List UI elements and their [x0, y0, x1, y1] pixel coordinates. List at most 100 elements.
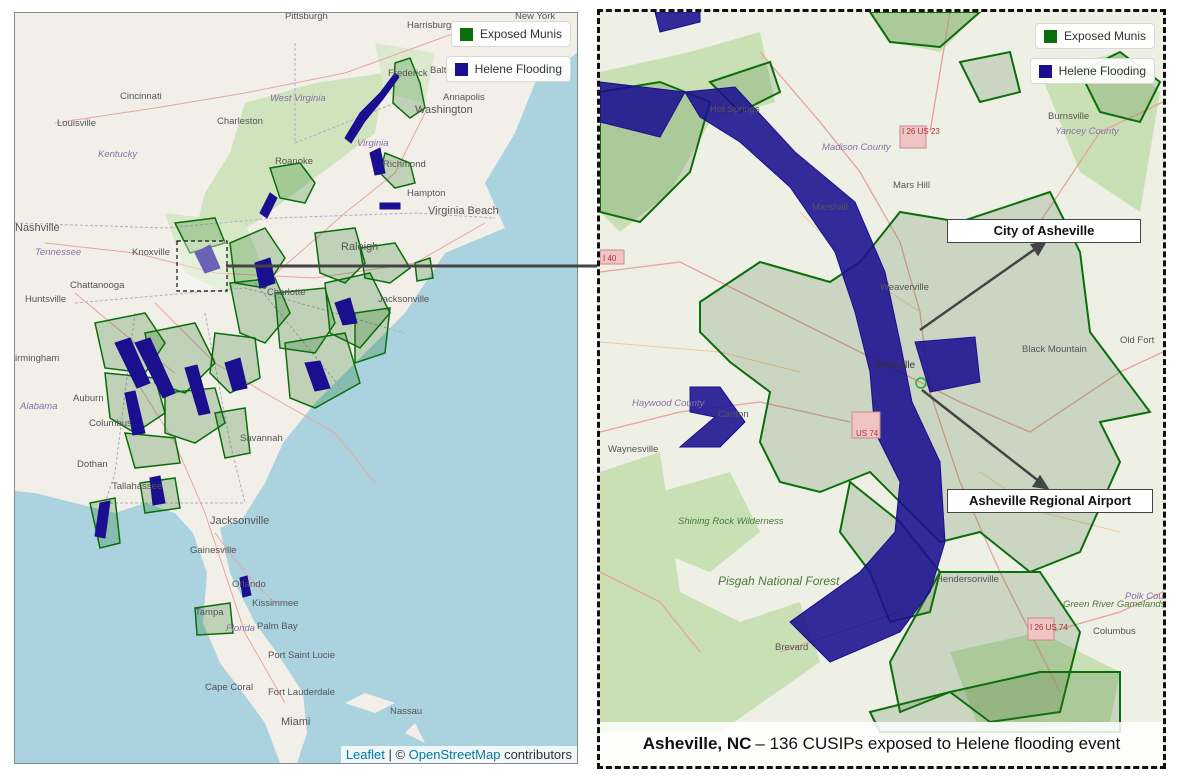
flood-zone[interactable] [194, 244, 221, 274]
flood-zone[interactable] [259, 192, 278, 219]
flood-zone[interactable] [334, 297, 358, 326]
asheville-selection-box[interactable] [176, 240, 228, 292]
flood-zone[interactable] [134, 337, 176, 399]
muni-polygon[interactable] [123, 432, 181, 469]
shield-i26-us23 [899, 125, 927, 149]
label-pittsburgh: Pittsburgh [285, 13, 328, 22]
forest-area [950, 632, 1120, 732]
flood-zone[interactable] [149, 475, 166, 506]
caption-description: – 136 CUSIPs exposed to Helene flooding … [755, 734, 1121, 753]
label-palm-bay: Palm Bay [257, 621, 298, 632]
label-baltimore: Baltim [430, 65, 456, 76]
muni-polygon[interactable] [269, 162, 316, 204]
label-black-mountain: Black Mountain [1022, 344, 1087, 355]
flood-zone[interactable] [379, 202, 401, 210]
label-us74: US 74 [856, 429, 879, 438]
label-pisgah: Pisgah National Forest [718, 574, 840, 588]
label-kissimmee: Kissimmee [252, 598, 298, 609]
label-louisville: Louisville [57, 118, 96, 129]
shield-us74 [851, 411, 881, 439]
overview-map-canvas: Pittsburgh Harrisburg New York Frederick… [15, 13, 577, 763]
label-brevard: Brevard [775, 642, 808, 653]
legend-exposed-munis: Exposed Munis [1034, 23, 1155, 49]
muni-polygon[interactable] [324, 272, 391, 349]
muni-polygon[interactable] [164, 387, 226, 444]
label-i26-us74: I 26 US 74 [1030, 623, 1068, 632]
label-fort-lauderdale: Fort Lauderdale [268, 687, 335, 698]
flood-zone[interactable] [114, 337, 151, 389]
airport-marker[interactable] [915, 377, 927, 389]
state-boundaries [15, 43, 496, 504]
city-arrow-head [1029, 240, 1048, 257]
muni-polygon[interactable] [414, 257, 434, 282]
flood-zone[interactable] [600, 81, 686, 138]
label-nassau: Nassau [390, 706, 422, 717]
legend-helene-flooding: Helene Flooding [445, 56, 571, 82]
label-knoxville: Knoxville [132, 247, 170, 258]
label-annapolis: Annapolis [443, 92, 485, 103]
attribution-separator: | © [384, 747, 409, 762]
city-arrow-line [919, 245, 1039, 332]
label-new-york: New York [515, 13, 555, 22]
asheville-detail-map[interactable]: Hot Springs Madison County I 26 US 23 Ma… [597, 9, 1166, 769]
label-florida: Florida [226, 623, 255, 634]
callout-arrows [919, 240, 1050, 490]
label-columbus: Columbus [89, 418, 132, 429]
muni-polygon[interactable] [354, 307, 391, 365]
place-labels: Hot Springs Madison County I 26 US 23 Ma… [603, 104, 1163, 653]
label-old-fort: Old Fort [1120, 335, 1155, 346]
muni-polygon[interactable] [214, 407, 251, 459]
label-hendersonville: Hendersonville [936, 574, 999, 585]
forest-area [600, 32, 775, 232]
land-mass [15, 13, 577, 763]
label-i40: I 40 [603, 254, 617, 263]
caption-location: Asheville, NC [642, 734, 752, 753]
flood-zone[interactable] [304, 360, 331, 392]
flood-zone[interactable] [654, 12, 701, 33]
callout-city-of-asheville: City of Asheville [947, 219, 1141, 243]
label-yancey-county: Yancey County [1055, 126, 1120, 137]
overview-map[interactable]: Pittsburgh Harrisburg New York Frederick… [14, 12, 578, 764]
label-charlotte: Charlotte [267, 287, 306, 298]
muni-polygon[interactable] [173, 217, 227, 254]
flood-zone[interactable] [344, 72, 400, 144]
muni-polygon[interactable] [868, 12, 982, 49]
label-marshall: Marshall [812, 202, 848, 213]
label-tallahassee: Tallahassee [112, 481, 162, 492]
buncombe-county-munis[interactable] [699, 190, 1152, 574]
flood-zone[interactable] [914, 336, 981, 393]
flood-zone[interactable] [678, 386, 746, 448]
leaflet-link[interactable]: Leaflet [345, 747, 385, 762]
label-birmingham: irmingham [15, 353, 59, 364]
muni-polygon[interactable] [958, 50, 1022, 104]
flood-zone[interactable] [224, 357, 248, 392]
muni-polygon[interactable] [392, 57, 426, 119]
label-frederick: Frederick [388, 68, 428, 79]
osm-link[interactable]: OpenStreetMap [408, 747, 501, 762]
airport-arrow-head [1031, 474, 1050, 490]
label-mars-hill: Mars Hill [893, 180, 930, 191]
label-tennessee: Tennessee [35, 247, 81, 258]
flood-zone[interactable] [239, 575, 252, 598]
helene-flooding-layer [94, 72, 401, 598]
shield-i26-us74 [1027, 617, 1055, 641]
flood-zone[interactable] [124, 390, 146, 436]
label-richmond: Richmond [383, 159, 426, 170]
label-jacksonville-nc: Jacksonville [378, 294, 429, 305]
shining-rock-area [660, 472, 760, 572]
muni-polygon[interactable] [359, 242, 411, 284]
forest-area [165, 213, 265, 293]
muni-polygon[interactable] [194, 602, 234, 636]
flood-zone[interactable] [184, 364, 211, 416]
helene-flood-corridor[interactable] [684, 86, 946, 663]
legend-flooding-swatch [1038, 64, 1052, 78]
label-jacksonville: Jacksonville [210, 515, 269, 527]
label-tampa: Tampa [195, 607, 224, 618]
flood-zone[interactable] [94, 500, 111, 539]
airport-arrow-line [921, 389, 1041, 483]
island [405, 723, 425, 743]
legend-helene-flooding: Helene Flooding [1029, 58, 1155, 84]
flood-zone[interactable] [369, 147, 386, 176]
label-gainesville: Gainesville [190, 545, 236, 556]
